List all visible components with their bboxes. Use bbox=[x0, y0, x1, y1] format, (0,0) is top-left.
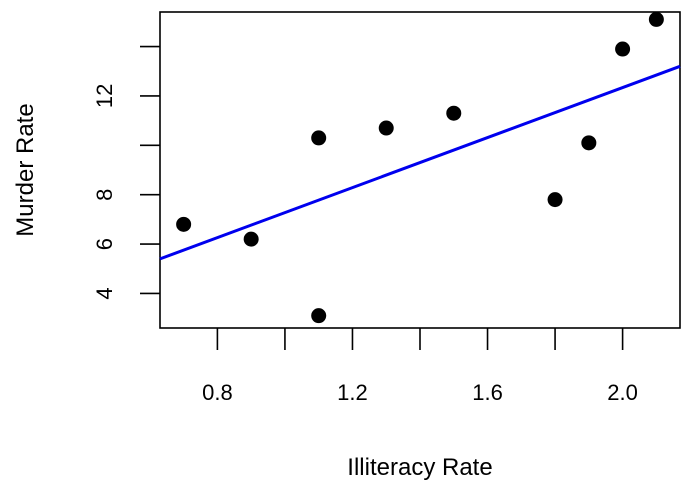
data-point bbox=[243, 231, 259, 247]
y-tick-label: 4 bbox=[92, 287, 117, 299]
plot-area bbox=[159, 11, 681, 324]
data-point bbox=[378, 120, 394, 136]
x-axis-title: Illiteracy Rate bbox=[347, 454, 492, 481]
y-axis: 4 6 8 12 bbox=[92, 45, 160, 300]
y-tick-label: 8 bbox=[92, 189, 117, 201]
data-point bbox=[648, 11, 664, 27]
data-point bbox=[615, 41, 631, 57]
plot-frame bbox=[159, 11, 681, 329]
y-tick-label: 6 bbox=[92, 238, 117, 250]
data-point bbox=[311, 130, 327, 146]
data-point bbox=[311, 308, 327, 324]
x-tick-label: 1.2 bbox=[337, 380, 368, 405]
y-axis-title: Murder Rate bbox=[12, 103, 39, 236]
x-tick-label: 1.6 bbox=[472, 380, 503, 405]
data-point bbox=[446, 105, 462, 121]
x-tick-label: 2.0 bbox=[607, 380, 638, 405]
data-point bbox=[547, 192, 563, 208]
x-axis: 0.8 1.2 1.6 2.0 bbox=[202, 328, 638, 405]
data-point bbox=[176, 216, 192, 232]
regression-line bbox=[159, 64, 681, 261]
y-tick-label: 12 bbox=[92, 84, 117, 108]
x-tick-label: 0.8 bbox=[202, 380, 233, 405]
data-point bbox=[581, 135, 597, 151]
